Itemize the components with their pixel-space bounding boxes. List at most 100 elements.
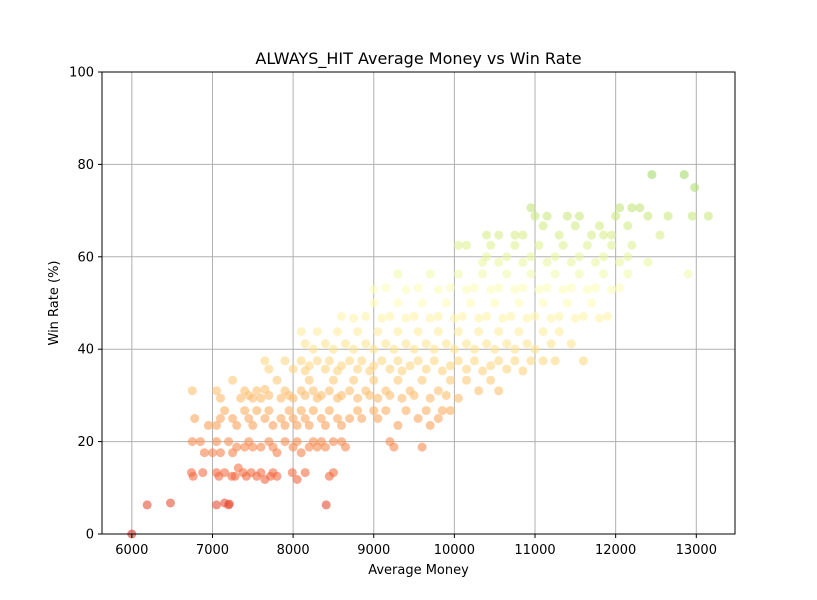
scatter-point [562, 298, 572, 308]
scatter-point [385, 311, 395, 321]
scatter-point [595, 313, 604, 323]
scatter-point [627, 203, 637, 213]
scatter-point [405, 361, 415, 371]
scatter-point [425, 420, 435, 430]
x-tick-label: 11000 [514, 543, 555, 558]
scatter-point [494, 230, 504, 240]
scatter-point [607, 285, 617, 295]
scatter-point [199, 448, 209, 458]
scatter-point [433, 327, 443, 337]
scatter-point [486, 361, 496, 371]
scatter-point [365, 390, 375, 400]
scatter-point [554, 311, 564, 321]
scatter-point [361, 339, 371, 349]
scatter-point [337, 311, 346, 321]
scatter-point [534, 285, 544, 295]
scatter-point [514, 298, 524, 308]
scatter-point [486, 375, 496, 385]
scatter-point [361, 311, 371, 321]
scatter-point [216, 448, 225, 458]
scatter-point [441, 339, 451, 349]
scatter-point [345, 356, 355, 366]
scatter-point [312, 356, 322, 366]
scatter-point [208, 448, 217, 458]
scatter-point [494, 257, 504, 267]
scatter-point [324, 386, 334, 396]
scatter-point [236, 393, 246, 403]
scatter-point [216, 393, 225, 403]
scatter-point [369, 406, 379, 416]
scatter-point [252, 386, 262, 396]
scatter-point [296, 356, 306, 366]
scatter-point [538, 356, 548, 366]
scatter-point [433, 311, 443, 321]
scatter-point [198, 468, 208, 478]
scatter-point [643, 257, 653, 267]
scatter-point [643, 211, 653, 221]
scatter-point [373, 393, 383, 403]
scatter-point [570, 221, 580, 231]
scatter-point [425, 393, 435, 403]
scatter-point [345, 386, 355, 396]
scatter-point [623, 221, 633, 231]
scatter-point [373, 414, 383, 423]
scatter-point [554, 327, 564, 337]
scatter-point [292, 437, 302, 447]
scatter-point [518, 230, 528, 240]
scatter-point [558, 240, 568, 250]
scatter-point [441, 298, 451, 308]
scatter-point [462, 375, 471, 385]
scatter-point [462, 285, 471, 295]
scatter-point [470, 356, 479, 366]
scatter-point [389, 442, 399, 452]
scatter-point [401, 406, 411, 416]
scatter-point [333, 327, 342, 337]
scatter-point [369, 298, 379, 308]
scatter-point [393, 420, 403, 430]
scatter-point [510, 356, 520, 366]
scatter-point [679, 170, 689, 180]
scatter-point [429, 344, 439, 354]
scatter-point [595, 221, 604, 231]
scatter-point [333, 414, 342, 423]
scatter-point [470, 283, 479, 293]
scatter-point [345, 414, 355, 423]
scatter-point [288, 393, 298, 403]
scatter-point [292, 475, 302, 484]
scatter-point [570, 313, 580, 323]
scatter-point [453, 356, 463, 366]
scatter-point [453, 393, 463, 403]
scatter-point [582, 240, 592, 250]
scatter-point [203, 420, 213, 430]
scatter-point [284, 406, 294, 416]
scatter-point [308, 344, 318, 354]
scatter-point [462, 364, 471, 374]
scatter-point [445, 375, 455, 385]
scatter-point [228, 414, 238, 423]
scatter-point [413, 414, 423, 423]
scatter-point [478, 269, 488, 279]
scatter-point [240, 406, 250, 416]
scatter-point [353, 406, 363, 416]
scatter-point [369, 285, 379, 295]
scatter-point [308, 386, 318, 396]
scatter-point [486, 285, 496, 295]
scatter-point [316, 414, 326, 423]
scatter-point [445, 283, 455, 293]
scatter-point [320, 442, 330, 452]
scatter-point [393, 375, 403, 385]
scatter-point [393, 298, 403, 308]
scatter-point [514, 327, 524, 337]
scatter-point [587, 298, 596, 308]
scatter-point [312, 327, 322, 337]
scatter-point [304, 361, 314, 371]
y-tick-label: 40 [77, 343, 94, 358]
scatter-point [486, 240, 496, 250]
scatter-point [409, 344, 419, 354]
x-tick-label: 12000 [595, 543, 636, 558]
scatter-point [599, 230, 609, 240]
scatter-point [357, 356, 367, 366]
scatter-point [188, 471, 198, 481]
scatter-point [409, 311, 419, 321]
x-tick-label: 13000 [676, 543, 717, 558]
